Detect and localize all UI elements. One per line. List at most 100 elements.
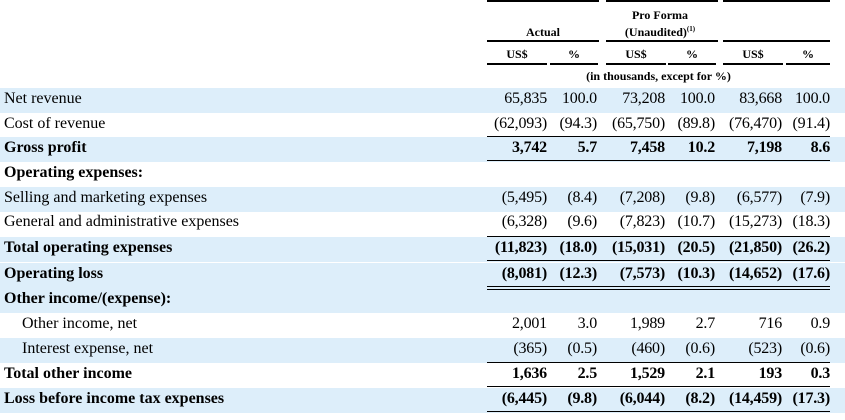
cell: (460)	[631, 340, 665, 357]
cell: (76,470)	[728, 115, 782, 132]
col-rule-3	[606, 63, 666, 65]
cell: 100.0	[794, 90, 830, 107]
rule-below-total-other	[487, 386, 830, 387]
cell: 73,208	[622, 90, 665, 107]
col-header-1: US$	[506, 47, 528, 61]
col-header-6: %	[802, 47, 814, 61]
cell: 3,742	[511, 139, 547, 156]
row-gross-profit: Gross profit 3,742 5.7 7,458 10.2 7,198 …	[0, 137, 845, 162]
row-label: Net revenue	[4, 90, 82, 107]
cell: 65,835	[504, 90, 547, 107]
col-rule-5	[723, 63, 783, 65]
cell: 1,636	[511, 365, 547, 382]
cell: 100.0	[561, 90, 597, 107]
row-label: Selling and marketing expenses	[4, 189, 208, 206]
cell: (7,573)	[619, 265, 665, 282]
cell: 7,458	[629, 139, 665, 156]
cell: (94.3)	[559, 115, 598, 132]
cell: (17.3)	[792, 390, 831, 407]
cell: 0.3	[810, 365, 831, 382]
header-top-rule-1	[487, 0, 599, 2]
cell: (14,459)	[728, 390, 782, 407]
header-top-rule-2	[606, 0, 718, 2]
col-header-2: %	[568, 47, 580, 61]
cell: (9.8)	[685, 189, 715, 206]
cell: (17.6)	[792, 265, 831, 282]
cell: 193	[758, 365, 783, 382]
cell: (6,445)	[501, 390, 547, 407]
row-label: Other income/(expense):	[4, 290, 172, 307]
row-label: Total operating expenses	[4, 239, 173, 256]
row-label: Loss before income tax expenses	[4, 390, 225, 407]
row-label: Cost of revenue	[4, 115, 106, 132]
cell: (15,273)	[728, 213, 782, 230]
cell: 716	[758, 315, 783, 332]
cell: (10.7)	[677, 213, 716, 230]
cell: (523)	[748, 340, 782, 357]
rule-below-total-opex	[487, 260, 830, 261]
cell: (8.4)	[567, 189, 597, 206]
row-other-income-net: Other income, net 2,001 3.0 1,989 2.7 71…	[0, 313, 845, 338]
cell: (11,823)	[494, 239, 547, 256]
col-rule-6	[786, 63, 830, 65]
row-label: Operating expenses:	[4, 164, 144, 181]
cell: (5,495)	[501, 189, 547, 206]
col-rule-1	[487, 63, 547, 65]
row-label: Interest expense, net	[22, 340, 154, 357]
cell: (6,328)	[501, 213, 547, 230]
cell: 0.9	[810, 315, 831, 332]
cell: 5.7	[577, 139, 598, 156]
row-operating-loss: Operating loss (8,081) (12.3) (7,573) (1…	[0, 263, 845, 288]
cell: 10.2	[687, 139, 715, 156]
col-header-4: %	[686, 47, 698, 61]
unaudited-heading: (Unaudited)(1)	[600, 22, 720, 39]
col-header-5: US$	[742, 47, 764, 61]
cell: (6,577)	[736, 189, 782, 206]
cell: (365)	[513, 340, 547, 357]
cell: (0.6)	[800, 340, 830, 357]
cell: (91.4)	[792, 115, 831, 132]
row-other-income-heading: Other income/(expense):	[0, 288, 845, 313]
cell: (7,208)	[619, 189, 665, 206]
cell: (10.3)	[677, 265, 716, 282]
group-rule-third	[723, 40, 830, 42]
header-top-rule-3	[723, 0, 830, 2]
cell: (62,093)	[493, 115, 547, 132]
rule-below-gross-profit	[487, 160, 830, 161]
pro-forma-heading: Pro Forma	[631, 8, 689, 22]
rule-below-loss-before-tax	[487, 411, 830, 412]
cell: 3.0	[577, 315, 598, 332]
row-operating-expenses-heading: Operating expenses:	[0, 162, 845, 187]
cell: 2.7	[695, 315, 716, 332]
row-label: Operating loss	[4, 265, 104, 282]
units-note: (in thousands, except for %)	[586, 69, 731, 83]
cell: (20.5)	[677, 239, 716, 256]
cell: (12.3)	[559, 265, 598, 282]
rule-above-total-opex	[487, 236, 830, 237]
row-label: General and administrative expenses	[4, 213, 240, 230]
group-rule-actual	[487, 40, 599, 42]
cell: (6,044)	[619, 390, 665, 407]
unaudited-text: (Unaudited)	[624, 25, 687, 39]
actual-heading: Actual	[526, 25, 560, 39]
row-cost-of-revenue: Cost of revenue (62,093) (94.3) (65,750)…	[0, 113, 845, 138]
cell: (14,652)	[728, 265, 782, 282]
cell: (0.5)	[567, 340, 597, 357]
cell: 2.1	[695, 365, 716, 382]
row-total-operating-expenses: Total operating expenses (11,823) (18.0)…	[0, 237, 845, 262]
rule-above-total-other	[487, 362, 830, 363]
footnote-marker: (1)	[686, 25, 696, 33]
row-loss-before-tax: Loss before income tax expenses (6,445) …	[0, 388, 845, 413]
cell: 1,989	[629, 315, 665, 332]
cell: (26.2)	[792, 239, 831, 256]
cell: (18.0)	[559, 239, 598, 256]
cell: (0.6)	[685, 340, 715, 357]
rule-above-gross-profit	[487, 136, 830, 137]
double-rule-operating-loss	[487, 286, 830, 290]
cell: (21,850)	[728, 239, 782, 256]
col-rule-4	[668, 63, 716, 65]
cell: (9.8)	[567, 390, 597, 407]
cell: 2.5	[577, 365, 598, 382]
row-label: Other income, net	[22, 315, 138, 332]
cell: (7.9)	[800, 189, 830, 206]
